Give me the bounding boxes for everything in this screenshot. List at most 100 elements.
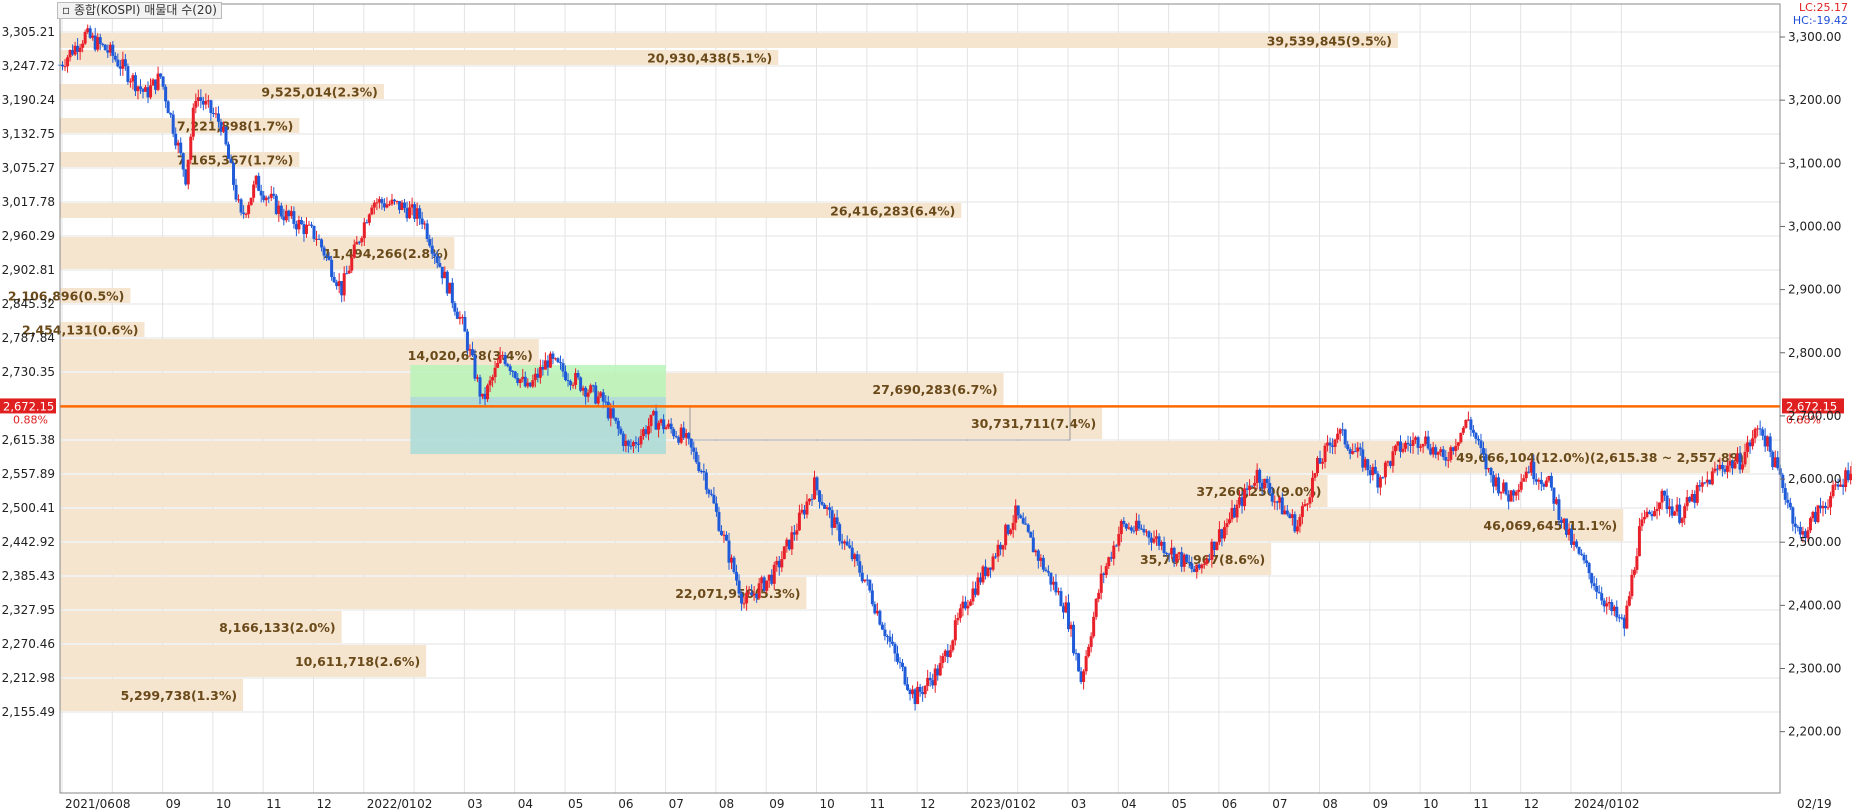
candle-body (906, 684, 910, 690)
candle-body (561, 363, 565, 372)
candle-body (219, 121, 223, 132)
candle-body (1798, 526, 1802, 535)
candle-body (1476, 438, 1480, 441)
x-tick-label: 11 (870, 797, 885, 811)
left-tick-label: 2,902.81 (2, 263, 55, 277)
candle-body (320, 239, 324, 248)
candle-body (418, 208, 422, 219)
candle-body (1431, 447, 1435, 455)
candle-body (1049, 572, 1053, 585)
volume-bar (60, 152, 300, 167)
candle-body (350, 257, 354, 271)
hc-readout: HC:-19.42 (1792, 14, 1848, 27)
candle-body (823, 504, 827, 509)
candle-body (1653, 511, 1657, 517)
candle-body (1155, 536, 1159, 539)
candle-body (579, 377, 583, 391)
candle-body (875, 610, 879, 614)
candle-body (1673, 511, 1677, 516)
x-tick-label: 10 (216, 797, 231, 811)
candle-body (968, 601, 972, 606)
candle-body (1748, 442, 1752, 447)
candle-body (1813, 511, 1817, 523)
candle-body (136, 86, 140, 92)
candle-body (1499, 491, 1503, 494)
candle-body (1268, 483, 1272, 494)
candle-body (1195, 564, 1199, 572)
candle-body (883, 629, 887, 637)
volume-bar-label: 30,731,711(7.4%) (971, 416, 1096, 431)
candle-body (1396, 441, 1400, 446)
candle-body (76, 45, 80, 52)
candle-body (315, 238, 319, 240)
candle-body (528, 382, 532, 387)
candle-body (111, 44, 115, 56)
candle-body (86, 28, 90, 33)
candle-body (1786, 499, 1790, 503)
candle-body (1554, 499, 1558, 504)
candle-body (1240, 497, 1244, 507)
candle-body (807, 498, 811, 502)
candle-body (948, 650, 952, 658)
candle-body (1607, 602, 1611, 604)
candle-body (1524, 471, 1528, 479)
candle-body (1444, 457, 1448, 461)
candle-body (1187, 561, 1191, 564)
candle-body (1343, 429, 1347, 445)
candle-body (1466, 419, 1470, 421)
candle-body (347, 270, 351, 274)
candle-body (1102, 573, 1106, 575)
candle-body (108, 44, 112, 53)
chart-title[interactable]: ▫ 종합(KOSPI) 매물대 수(20) (57, 2, 222, 19)
candle-body (194, 100, 198, 108)
x-tick-label: 12 (1524, 797, 1539, 811)
candle-body (558, 362, 562, 364)
candle-body (1144, 531, 1148, 533)
candle-body (1685, 497, 1689, 507)
candle-body (312, 225, 316, 240)
left-tick-label: 2,500.41 (2, 501, 55, 515)
candle-body (702, 470, 706, 473)
candle-body (1507, 494, 1511, 502)
candle-body (747, 592, 751, 594)
candle-body (1522, 478, 1526, 482)
candle-body (1718, 464, 1722, 470)
candle-body (1283, 510, 1287, 515)
candle-body (1456, 442, 1460, 446)
left-tick-label: 3,017.78 (2, 195, 55, 209)
candle-body (103, 44, 107, 51)
candle-body (1079, 671, 1083, 683)
candle-body (621, 433, 625, 447)
candle-body (292, 211, 296, 224)
candle-body (1474, 432, 1478, 439)
candle-body (1700, 482, 1704, 487)
x-tick-label: 10 (820, 797, 835, 811)
candle-body (405, 208, 409, 219)
candle-body (641, 429, 645, 437)
candle-body (1255, 469, 1259, 483)
candle-body (1816, 505, 1820, 523)
candle-body (1036, 550, 1040, 561)
candle-body (430, 245, 434, 254)
candle-body (694, 451, 698, 463)
candle-body (1104, 566, 1108, 575)
candle-body (1663, 490, 1667, 496)
candle-body (518, 379, 522, 383)
candle-body (893, 643, 897, 654)
candle-body (460, 316, 464, 318)
candle-body (1839, 484, 1843, 487)
candle-body (1233, 507, 1237, 518)
candle-body (1346, 444, 1350, 450)
candle-body (310, 224, 313, 226)
candle-body (1733, 462, 1737, 469)
candle-body (855, 554, 859, 562)
candle-body (1620, 617, 1624, 619)
candle-body (468, 349, 472, 351)
candle-body (956, 617, 960, 621)
candle-body (1836, 484, 1840, 487)
candle-body (828, 507, 832, 511)
plot-frame (59, 3, 1781, 794)
candle-body (1275, 501, 1279, 503)
candle-body (584, 387, 588, 397)
